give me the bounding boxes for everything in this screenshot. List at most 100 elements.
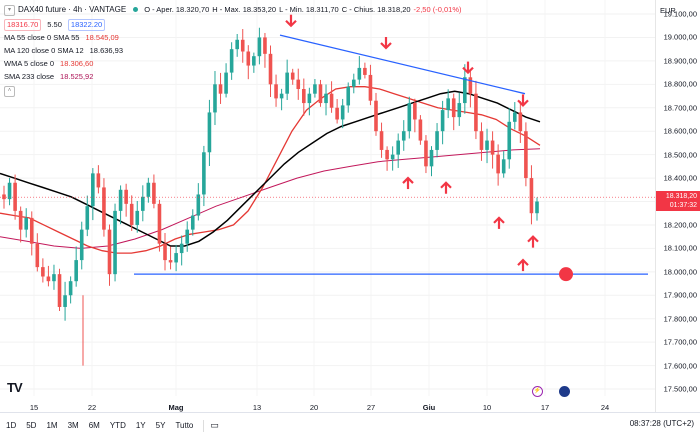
candle-body bbox=[435, 131, 439, 150]
candle-body bbox=[507, 121, 512, 160]
candle-body bbox=[440, 110, 445, 132]
candle-body bbox=[246, 51, 251, 66]
candle-body bbox=[485, 140, 489, 150]
timeframe-button[interactable]: 5Y bbox=[155, 421, 166, 430]
candle-body bbox=[518, 112, 523, 132]
indicator-label: SMA 233 close bbox=[4, 72, 55, 81]
arrow-down-icon bbox=[380, 36, 392, 50]
timeframe-button[interactable]: 3M bbox=[67, 421, 79, 430]
timeframe-button[interactable]: 1Y bbox=[135, 421, 146, 430]
arrow-head bbox=[462, 66, 474, 75]
candle-body bbox=[202, 152, 206, 195]
candle-body bbox=[257, 37, 262, 57]
time-tick-label: 17 bbox=[540, 403, 550, 412]
candle-body bbox=[385, 149, 389, 160]
time-tick-label: 10 bbox=[482, 403, 492, 412]
arrow-down-icon bbox=[285, 14, 297, 28]
candle-body bbox=[207, 112, 212, 153]
candle-body bbox=[218, 84, 223, 94]
candle-body bbox=[107, 229, 112, 275]
indicator-row[interactable]: WMA 5 close 0 18.306,60 bbox=[4, 57, 461, 70]
chart-drawings bbox=[0, 14, 655, 282]
indicator-value: 18.636,93 bbox=[89, 46, 124, 55]
support-marker-dot bbox=[559, 267, 573, 282]
candle-body bbox=[102, 187, 106, 230]
candle-body bbox=[374, 100, 378, 132]
candle-body bbox=[413, 103, 417, 120]
price-tick-label: 18.800,00 bbox=[663, 79, 697, 89]
collapse-icon[interactable]: ▾ bbox=[4, 5, 15, 16]
price-tick-label: 18.500,00 bbox=[663, 150, 697, 160]
arrow-head bbox=[517, 258, 529, 266]
timeframe-button[interactable]: Tutto bbox=[175, 421, 194, 430]
arrow-head bbox=[402, 176, 414, 184]
ohlc-low: L - Min. 18.311,70 bbox=[279, 5, 339, 14]
candle-body bbox=[512, 112, 517, 122]
candle-body bbox=[346, 86, 351, 106]
price-tick-label: 18.000,00 bbox=[663, 267, 697, 277]
candle-body bbox=[390, 154, 395, 160]
ohlc-open: O - Aper. 18.320,70 bbox=[144, 5, 210, 14]
currency-label[interactable]: EUR bbox=[660, 6, 676, 15]
calendar-range-icon[interactable]: ▭ bbox=[210, 420, 219, 430]
candle-body bbox=[424, 140, 428, 167]
indicator-label: WMA 5 close 0 bbox=[4, 59, 55, 68]
price-tick-label: 17.900,00 bbox=[663, 290, 697, 300]
candle-body bbox=[224, 72, 228, 94]
candle-body bbox=[190, 215, 195, 230]
candle-body bbox=[146, 182, 151, 197]
bar-countdown: 01:37:32 bbox=[669, 202, 697, 210]
indicator-row[interactable]: MA 55 close 0 SMA 55 18.545,09 bbox=[4, 31, 461, 44]
candle-body bbox=[135, 210, 140, 225]
toolbar-divider bbox=[203, 419, 205, 432]
candle-body bbox=[318, 84, 323, 104]
candle-body bbox=[213, 84, 217, 113]
clock-readout[interactable]: 08:37:28 (UTC+2) bbox=[629, 419, 694, 428]
candle-body bbox=[479, 131, 484, 150]
candle-body bbox=[263, 37, 267, 54]
last-price: 18.318,20 bbox=[665, 193, 697, 201]
collapse-indicators-icon[interactable]: ˄ bbox=[4, 86, 15, 97]
candle-body bbox=[2, 194, 6, 200]
candle-body bbox=[157, 203, 162, 244]
candle-body bbox=[185, 229, 190, 244]
candle-body bbox=[41, 267, 45, 277]
time-tick-label: 13 bbox=[252, 403, 262, 412]
timeframe-button[interactable]: 1M bbox=[46, 421, 58, 430]
globe-icon[interactable] bbox=[559, 386, 570, 397]
lightning-icon[interactable]: ⚡ bbox=[532, 386, 543, 397]
candle-body bbox=[418, 119, 423, 141]
candle-body bbox=[13, 182, 17, 211]
candle-body bbox=[324, 93, 328, 104]
tradingview-logo-icon[interactable]: TV bbox=[7, 380, 23, 395]
buy-price-button[interactable]: 18322.20 bbox=[67, 18, 106, 31]
candle-body bbox=[529, 178, 534, 214]
symbol-title[interactable]: DAX40 future · 4h · VANTAGE bbox=[18, 5, 127, 14]
indicator-row[interactable]: MA 120 close 0 SMA 12 18.636,93 bbox=[4, 44, 461, 57]
candle-body bbox=[29, 217, 34, 244]
candle-body bbox=[363, 67, 367, 75]
indicator-row[interactable]: SMA 233 close 18.525,92 bbox=[4, 70, 461, 83]
candle-body bbox=[52, 274, 56, 282]
timeframe-button[interactable]: 6M bbox=[88, 421, 100, 430]
time-tick-label: Giu bbox=[422, 403, 436, 412]
candle-body bbox=[24, 217, 29, 230]
arrow-down-icon bbox=[462, 61, 474, 75]
candle-body bbox=[57, 274, 62, 307]
price-tick-label: 18.200,00 bbox=[663, 220, 697, 230]
sell-price-button[interactable]: 18316.70 bbox=[4, 18, 42, 31]
bottom-toolbar: 1D 5D 1M 3M 6M YTD 1Y 5Y Tutto ▭ 08:37:28 (UTC+2… bbox=[0, 412, 700, 438]
timeframe-button[interactable]: 5D bbox=[26, 421, 37, 430]
candle-body bbox=[357, 67, 362, 80]
candle-body bbox=[141, 196, 145, 211]
timeframe-button[interactable]: YTD bbox=[109, 421, 126, 430]
arrow-up-icon bbox=[440, 181, 452, 194]
candle-body bbox=[302, 89, 306, 104]
timeframe-button[interactable]: 1D bbox=[6, 421, 17, 430]
candle-body bbox=[268, 53, 273, 85]
candle-body bbox=[152, 182, 156, 204]
ma120-line bbox=[0, 90, 541, 247]
price-chart[interactable] bbox=[0, 0, 655, 412]
candle-body bbox=[379, 131, 384, 150]
candle-body bbox=[451, 98, 456, 118]
